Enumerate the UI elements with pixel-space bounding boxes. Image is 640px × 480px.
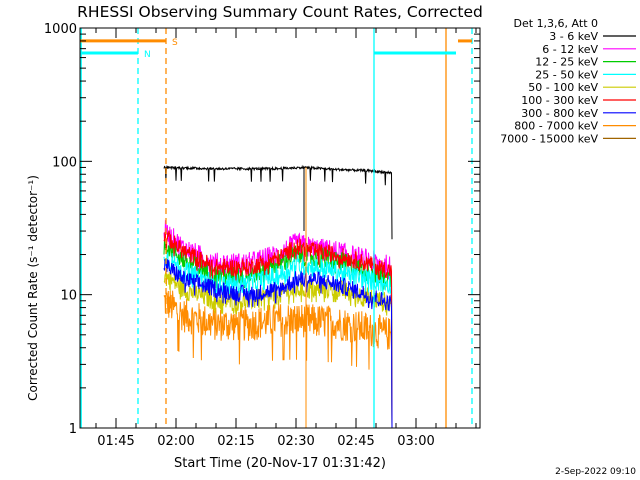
x-tick-label-2: 02:00 [157,434,194,449]
y-tick-label-1: 1 [69,422,77,437]
x-tick-label-4: 02:30 [277,434,314,449]
axes: 1 10 100 1000 01:45 02:00 02:15 02:30 02:45 03:00 [44,22,481,449]
x-tick-label-6: 03:00 [397,434,434,449]
series-line-8 [163,290,393,429]
series-line-7 [163,258,393,429]
x-tick-label-3: 02:15 [217,434,254,449]
legend-label-8: 800 - 7000 keV [514,120,598,133]
legend-label-4: 25 - 50 keV [535,68,598,81]
flag-label-n: N [144,50,151,60]
series-line-4 [163,251,393,429]
timestamp: 2-Sep-2022 09:10 [555,467,636,477]
legend-label-1: 3 - 6 keV [549,30,598,43]
plot-frame [79,27,481,429]
legend-label-9: 7000 - 15000 keV [500,132,598,145]
plot-area: SN [80,28,473,429]
y-axis-label: Corrected Count Rate (s⁻¹ detector⁻¹) [26,175,40,401]
legend-header: Det 1,3,6, Att 0 [514,17,598,30]
x-tick-label-5: 02:45 [337,434,374,449]
legend-label-2: 6 - 12 keV [542,43,598,56]
flag-label-s: S [172,38,178,48]
x-tick-label-1: 01:45 [97,434,134,449]
y-tick-label-4: 1000 [44,22,77,37]
legend-label-7: 300 - 800 keV [521,107,598,120]
y-tick-label-2: 10 [60,289,77,304]
chart-title: RHESSI Observing Summary Count Rates, Co… [77,3,483,21]
legend-label-5: 50 - 100 keV [528,81,598,94]
x-axis-label: Start Time (20-Nov-17 01:31:42) [174,456,386,471]
series-line-6 [163,230,393,429]
legend-label-3: 12 - 25 keV [535,56,598,69]
legend-label-6: 100 - 300 keV [521,94,598,107]
series-line-1 [163,164,393,240]
y-tick-label-3: 100 [52,155,77,170]
